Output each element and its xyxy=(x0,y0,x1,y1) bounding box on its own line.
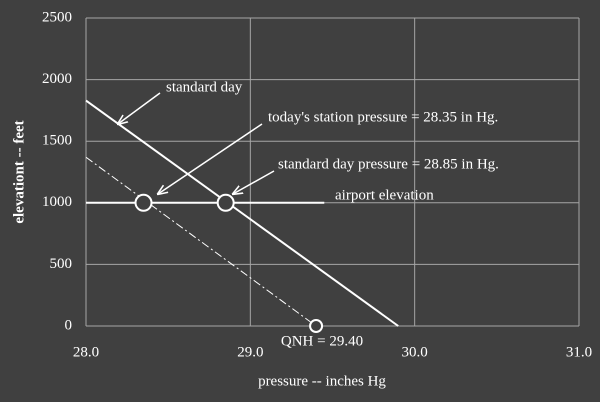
series-label: airport elevation xyxy=(335,187,434,203)
y-tick-label: 2000 xyxy=(42,71,72,87)
annotation: today's station pressure = 28.35 in Hg. xyxy=(268,109,498,125)
x-tick-label: 28.0 xyxy=(73,344,99,360)
x-tick-label: 31.0 xyxy=(566,344,592,360)
x-tick-label: 29.0 xyxy=(237,344,263,360)
arrow xyxy=(118,92,161,124)
annotation: standard day pressure = 28.85 in Hg. xyxy=(278,156,499,172)
arrow xyxy=(233,170,275,194)
point-marker xyxy=(134,193,153,212)
y-tick-label: 2500 xyxy=(42,9,72,25)
series-line xyxy=(85,99,399,327)
y-tick-label: 1000 xyxy=(42,194,72,210)
x-tick-label: 30.0 xyxy=(402,344,428,360)
y-tick-label: 500 xyxy=(50,256,73,272)
y-tick-label: 0 xyxy=(65,317,73,333)
point-marker xyxy=(309,319,324,333)
x-axis-title: pressure -- inches Hg xyxy=(258,373,386,389)
arrow xyxy=(158,123,263,194)
series-label: standard day xyxy=(166,79,243,95)
annotation: QNH = 29.40 xyxy=(281,333,363,349)
point-marker xyxy=(216,193,235,212)
y-tick-label: 1500 xyxy=(42,133,72,149)
y-axis-title: elevationt -- feet xyxy=(11,120,27,223)
